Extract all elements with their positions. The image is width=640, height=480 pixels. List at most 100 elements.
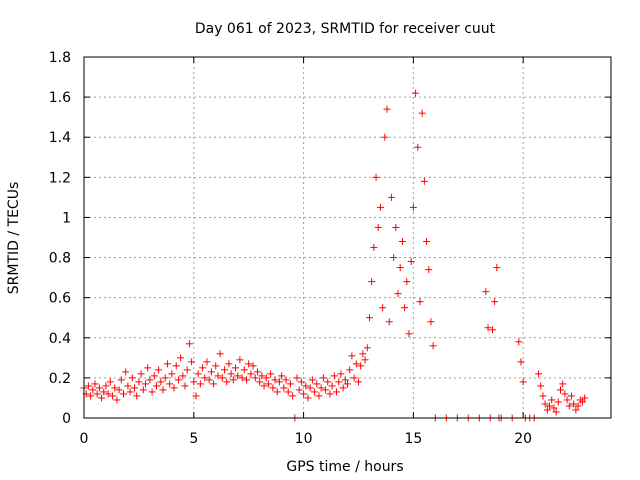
data-point — [368, 278, 376, 286]
data-point — [365, 314, 373, 322]
data-point — [572, 406, 580, 414]
data-point — [429, 342, 437, 350]
data-point — [286, 380, 294, 388]
data-point — [271, 376, 279, 384]
data-point — [385, 318, 393, 326]
data-point — [425, 266, 433, 274]
data-point — [251, 374, 259, 382]
data-point — [280, 384, 288, 392]
data-point — [267, 370, 275, 378]
data-series — [80, 89, 589, 422]
data-point — [515, 338, 523, 346]
data-point — [221, 366, 229, 374]
data-point — [133, 392, 141, 400]
data-point — [405, 330, 413, 338]
data-point — [179, 372, 187, 380]
data-point — [205, 376, 213, 384]
data-point — [328, 382, 336, 390]
data-point — [115, 386, 123, 394]
data-point — [300, 390, 308, 398]
data-point — [106, 378, 114, 386]
data-point — [339, 384, 347, 392]
data-point — [242, 376, 250, 384]
data-point — [214, 372, 222, 380]
data-point — [170, 384, 178, 392]
data-point — [541, 400, 549, 408]
y-tick-label: 0.8 — [49, 251, 71, 267]
data-point — [352, 360, 360, 368]
data-point — [122, 368, 130, 376]
data-point — [168, 370, 176, 378]
data-point — [161, 374, 169, 382]
data-point — [488, 326, 496, 334]
data-point — [124, 382, 132, 390]
x-tick-label: 20 — [514, 431, 532, 447]
data-point — [139, 386, 147, 394]
data-point — [93, 390, 101, 398]
data-point — [190, 378, 198, 386]
data-point — [304, 394, 312, 402]
data-point — [394, 290, 402, 298]
data-point — [379, 304, 387, 312]
data-point — [546, 402, 554, 410]
data-point — [201, 374, 209, 382]
data-point — [302, 382, 310, 390]
data-point — [84, 382, 92, 390]
chart-title: Day 061 of 2023, SRMTID for receiver cuu… — [195, 21, 496, 37]
data-point — [102, 382, 110, 390]
data-point — [98, 394, 106, 402]
data-point — [289, 392, 297, 400]
data-point — [350, 374, 358, 382]
data-point — [427, 318, 435, 326]
data-point — [390, 254, 398, 262]
data-point — [232, 364, 240, 372]
data-point — [335, 378, 343, 386]
data-point — [396, 264, 404, 272]
data-point — [181, 382, 189, 390]
data-point — [519, 378, 527, 386]
data-point — [282, 376, 290, 384]
x-tick-label: 15 — [404, 431, 422, 447]
y-tick-label: 1.6 — [49, 90, 71, 106]
y-tick-label: 1.8 — [49, 50, 71, 66]
data-point — [234, 372, 242, 380]
data-point — [199, 364, 207, 372]
data-point — [346, 366, 354, 374]
data-point — [412, 89, 420, 97]
data-point — [229, 376, 237, 384]
data-point — [326, 390, 334, 398]
data-point — [556, 386, 564, 394]
x-tick-label: 5 — [189, 431, 198, 447]
data-point — [253, 368, 261, 376]
data-point — [306, 384, 314, 392]
data-point — [172, 362, 180, 370]
data-point — [238, 374, 246, 382]
data-point — [354, 378, 362, 386]
data-point — [240, 366, 248, 374]
data-point — [210, 380, 218, 388]
data-point — [144, 364, 152, 372]
data-point — [311, 388, 319, 396]
data-point — [308, 376, 316, 384]
data-point — [227, 370, 235, 378]
data-point — [563, 396, 571, 404]
data-point — [256, 378, 264, 386]
x-axis-label: GPS time / hours — [286, 459, 403, 475]
data-point — [249, 362, 257, 370]
data-point — [330, 372, 338, 380]
data-point — [262, 374, 270, 382]
data-point — [398, 238, 406, 246]
data-point — [359, 350, 367, 358]
data-point — [401, 304, 409, 312]
data-point — [284, 388, 292, 396]
data-point — [418, 109, 426, 117]
y-tick-label: 0.6 — [49, 291, 71, 307]
data-point — [260, 382, 268, 390]
data-point — [319, 374, 327, 382]
data-point — [381, 133, 389, 141]
data-point — [561, 390, 569, 398]
data-point — [89, 386, 97, 394]
data-point — [223, 378, 231, 386]
data-point — [409, 203, 417, 211]
